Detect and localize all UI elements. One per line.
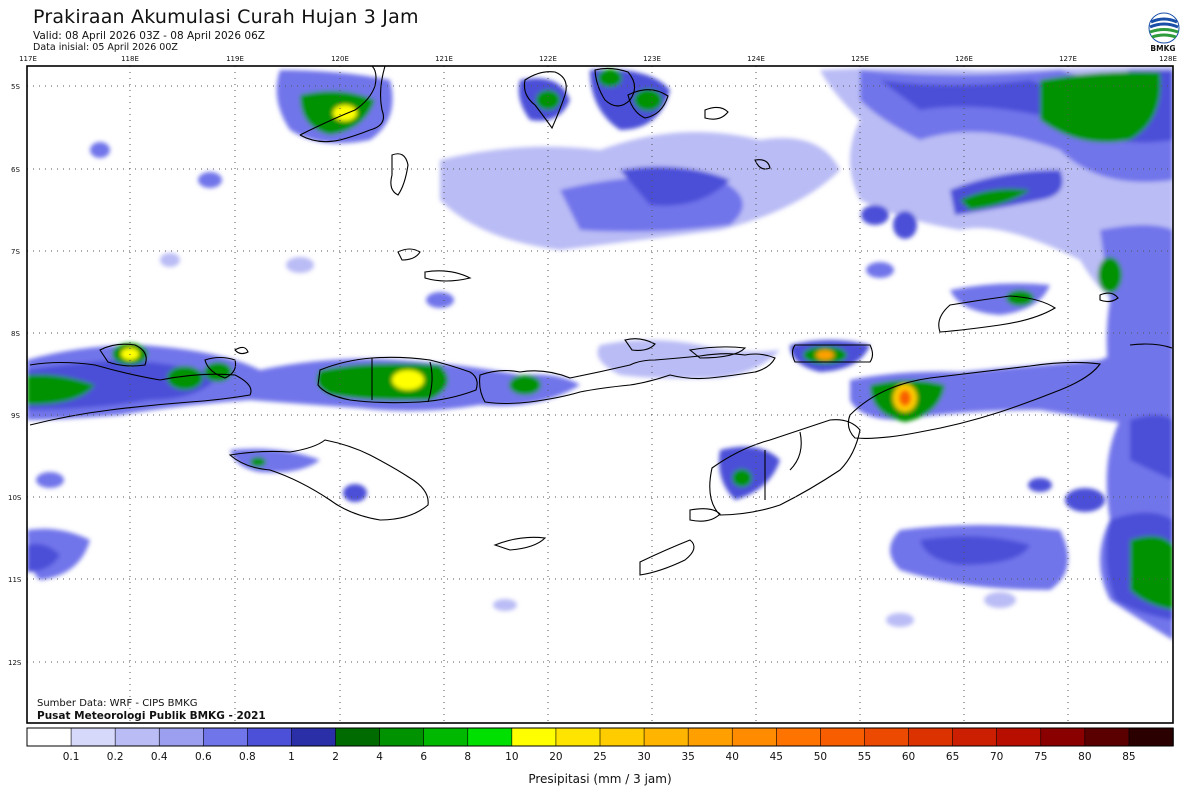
colorbar-cell xyxy=(952,727,998,747)
colorbar-cell xyxy=(26,727,72,747)
lon-label: 126E xyxy=(955,55,973,63)
colorbar-cell xyxy=(379,727,425,747)
lat-label: 10S xyxy=(8,494,22,502)
colorbar-cell xyxy=(908,727,954,747)
colorbar-label: 1 xyxy=(288,751,295,763)
colorbar-label: 0.4 xyxy=(151,751,168,763)
map-border xyxy=(26,65,1174,724)
colorbar-label: 60 xyxy=(902,751,915,763)
lat-label: 11S xyxy=(8,576,22,584)
colorbar-cell xyxy=(511,727,557,747)
colorbar-cell xyxy=(467,727,513,747)
bmkg-logo-text: BMKG xyxy=(1150,44,1176,53)
rainfall-layer xyxy=(27,66,1173,640)
colorbar-cell xyxy=(996,727,1042,747)
colorbar-label: 0.1 xyxy=(63,751,80,763)
colorbar-label: 8 xyxy=(464,751,471,763)
lon-label: 128E xyxy=(1159,55,1177,63)
colorbar-label: 80 xyxy=(1078,751,1091,763)
lon-label: 120E xyxy=(331,55,349,63)
colorbar-label: 25 xyxy=(593,751,606,763)
lat-label: 9S xyxy=(11,412,20,420)
colorbar-cell xyxy=(1084,727,1130,747)
colorbar-cell xyxy=(335,727,381,747)
lon-label: 127E xyxy=(1059,55,1077,63)
lon-label: 121E xyxy=(435,55,453,63)
colorbar-cell xyxy=(291,727,337,747)
lon-label: 119E xyxy=(226,55,244,63)
colorbar-label: 65 xyxy=(946,751,959,763)
colorbar-cell xyxy=(555,727,601,747)
colorbar-cell xyxy=(158,727,205,747)
lon-label: 118E xyxy=(121,55,139,63)
colorbar-label: 10 xyxy=(505,751,518,763)
bmkg-logo xyxy=(1148,12,1180,44)
colorbar-label: 30 xyxy=(637,751,650,763)
data-source: Sumber Data: WRF - CIPS BMKG xyxy=(37,698,198,709)
graticule xyxy=(27,66,1173,723)
colorbar-label: 55 xyxy=(858,751,871,763)
colorbar-label: 45 xyxy=(770,751,783,763)
colorbar-label: 75 xyxy=(1034,751,1047,763)
colorbar-label: 40 xyxy=(726,751,739,763)
colorbar-label: 0.6 xyxy=(195,751,212,763)
initial-data: Data inisial: 05 April 2026 00Z xyxy=(33,42,178,53)
colorbar-cell xyxy=(70,727,116,747)
colorbar-cell xyxy=(731,727,778,747)
lat-label: 7S xyxy=(11,248,20,256)
colorbar-cell xyxy=(687,727,734,747)
colorbar-label: 4 xyxy=(376,751,383,763)
colorbar-cell xyxy=(423,727,469,747)
colorbar-cell xyxy=(820,727,866,747)
valid-period: Valid: 08 April 2026 03Z - 08 April 2026… xyxy=(33,30,265,42)
lon-label: 125E xyxy=(851,55,869,63)
lon-label: 123E xyxy=(643,55,661,63)
lat-label: 6S xyxy=(11,166,20,174)
colorbar-label: 50 xyxy=(814,751,827,763)
coastlines xyxy=(29,66,1173,576)
colorbar: 0.1 0.2 0.4 0.6 0.8 1 2 4 6 8 10 20 25 30 35 40 45 50 55 60… xyxy=(26,727,1174,763)
colorbar-cell xyxy=(1040,727,1086,747)
colorbar-label: 35 xyxy=(681,751,694,763)
lon-label: 122E xyxy=(539,55,557,63)
colorbar-label: 6 xyxy=(420,751,427,763)
colorbar-cell xyxy=(1128,727,1174,747)
colorbar-label: 0.8 xyxy=(239,751,256,763)
colorbar-title: Presipitasi (mm / 3 jam) xyxy=(528,772,672,786)
colorbar-cell xyxy=(203,727,249,747)
colorbar-cell xyxy=(247,727,293,747)
map-title: Prakiraan Akumulasi Curah Hujan 3 Jam xyxy=(33,6,419,28)
colorbar-label: 0.2 xyxy=(107,751,124,763)
lat-label: 5S xyxy=(11,83,20,91)
lat-label: 12S xyxy=(8,659,22,667)
colorbar-label: 2 xyxy=(332,751,339,763)
colorbar-label: 85 xyxy=(1122,751,1135,763)
colorbar-cell xyxy=(776,727,822,747)
lon-label: 117E xyxy=(19,55,37,63)
organization-credit: Pusat Meteorologi Publik BMKG - 2021 xyxy=(37,710,266,722)
colorbar-cell xyxy=(864,727,910,747)
lat-label: 8S xyxy=(11,330,20,338)
colorbar-label: 70 xyxy=(990,751,1003,763)
colorbar-cell xyxy=(599,727,645,747)
colorbar-cell xyxy=(114,727,161,747)
colorbar-label: 20 xyxy=(549,751,562,763)
colorbar-cell xyxy=(643,727,689,747)
lon-label: 124E xyxy=(747,55,765,63)
